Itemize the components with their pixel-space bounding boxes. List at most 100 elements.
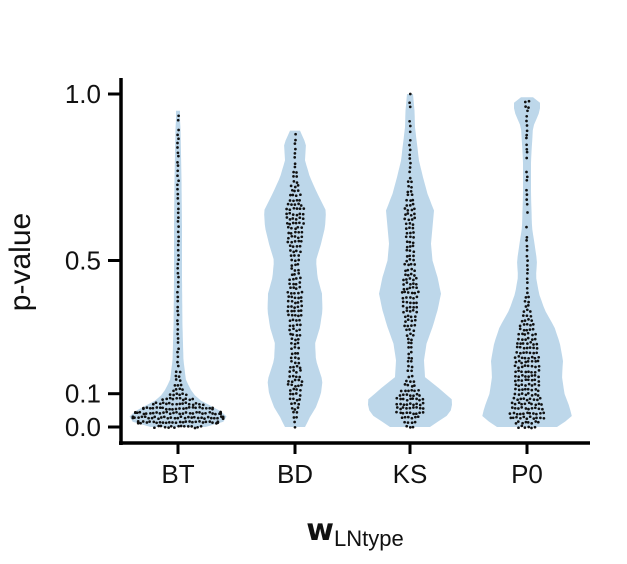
data-point (512, 411, 516, 415)
data-point (527, 300, 530, 304)
data-point (514, 370, 517, 374)
data-point (533, 406, 537, 410)
data-point (290, 402, 293, 406)
data-point (536, 394, 540, 397)
data-point (408, 148, 412, 152)
data-point (400, 291, 404, 294)
data-point (517, 332, 521, 336)
data-point (288, 199, 292, 202)
data-point (187, 402, 191, 406)
data-point (517, 426, 520, 430)
data-point (289, 332, 292, 336)
data-point (285, 212, 288, 216)
data-point (517, 359, 521, 363)
data-point (177, 235, 180, 239)
data-point (176, 118, 180, 122)
data-point (176, 332, 179, 336)
data-point (294, 249, 298, 253)
data-point (530, 359, 534, 363)
data-point (169, 424, 173, 428)
data-point (290, 305, 293, 308)
data-point (293, 313, 297, 317)
data-point (408, 240, 412, 244)
data-point (299, 239, 303, 243)
data-point (403, 262, 407, 266)
data-point (408, 402, 412, 405)
data-point (287, 295, 291, 298)
data-point (409, 301, 412, 305)
data-point (415, 295, 419, 299)
data-point (301, 217, 305, 221)
data-point (292, 397, 295, 401)
data-point (404, 235, 408, 239)
data-point (135, 411, 139, 415)
data-point (402, 310, 405, 314)
data-point (527, 106, 530, 109)
data-point (530, 370, 533, 374)
data-point (527, 99, 531, 103)
y-tick-label: 0.1 (65, 379, 101, 409)
data-point (533, 374, 537, 377)
data-point (410, 208, 414, 212)
data-point (532, 343, 535, 346)
data-point (538, 396, 542, 400)
data-point (288, 278, 291, 282)
data-point (413, 216, 417, 220)
data-point (409, 190, 413, 193)
data-point (406, 421, 410, 424)
data-point (184, 420, 188, 423)
x-tick-label-bt: BT (161, 459, 194, 489)
data-point (291, 245, 295, 248)
data-point (161, 406, 165, 410)
data-point (408, 286, 412, 290)
data-point (530, 394, 534, 397)
data-point (295, 181, 299, 184)
data-point (403, 324, 406, 328)
data-point (177, 424, 180, 428)
data-point (190, 416, 194, 419)
data-point (297, 230, 301, 234)
y-tick-label: 0.0 (65, 412, 101, 442)
data-point (290, 347, 293, 351)
data-point (142, 412, 146, 416)
data-point (286, 299, 290, 303)
data-point (527, 295, 530, 299)
data-point (521, 314, 525, 317)
data-point (525, 277, 529, 281)
data-point (411, 223, 415, 226)
data-point (297, 272, 301, 275)
data-point (531, 327, 535, 331)
data-point (409, 359, 413, 363)
data-point (405, 287, 409, 291)
data-point (402, 283, 405, 286)
data-point (300, 290, 304, 294)
data-point (293, 203, 297, 206)
data-point (415, 310, 419, 314)
data-point (288, 244, 292, 248)
data-point (520, 361, 523, 365)
data-point (405, 198, 408, 202)
data-point (411, 198, 415, 202)
violin-p0 (482, 97, 572, 428)
data-point (177, 114, 180, 118)
data-point (290, 264, 294, 267)
data-point (517, 355, 521, 358)
data-point (534, 332, 537, 336)
data-point (412, 236, 415, 239)
data-point (411, 241, 415, 245)
data-point (293, 156, 297, 159)
data-point (414, 276, 418, 280)
data-point (513, 406, 517, 410)
data-point (191, 406, 195, 409)
data-point (298, 328, 301, 332)
data-point (151, 406, 155, 410)
data-point (290, 273, 294, 277)
data-point (516, 420, 520, 423)
data-point (299, 388, 302, 392)
data-point (525, 308, 529, 312)
data-point (176, 416, 180, 420)
data-point (408, 245, 412, 248)
data-point (287, 236, 290, 240)
data-point (524, 305, 528, 308)
data-point (297, 357, 300, 360)
